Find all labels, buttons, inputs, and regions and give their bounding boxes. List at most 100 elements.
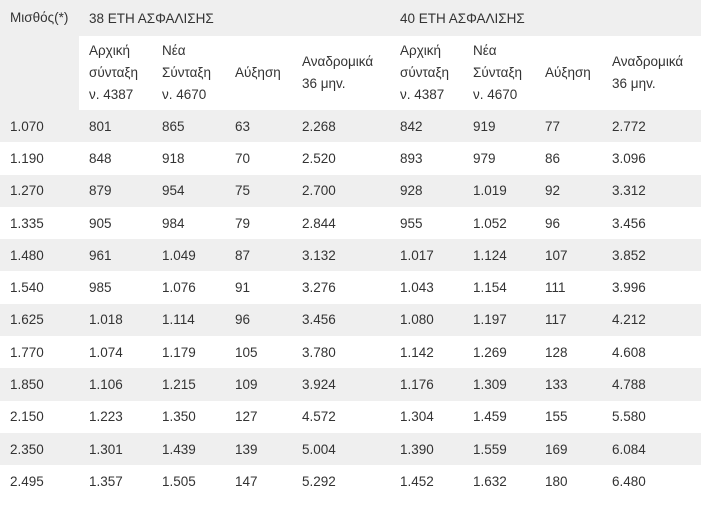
table-row: 1.270 879 954 75 2.700 928 1.019 92 3.312 (0, 174, 701, 207)
new-pension-38-cell: 1.439 (152, 432, 225, 466)
table-row: 1.625 1.018 1.114 96 3.456 1.080 1.197 117 4.212 (0, 303, 701, 337)
new-pension-40-cell: 919 (463, 110, 536, 143)
retroactive-38-cell: 2.268 (292, 110, 391, 143)
new-pension-38-cell: 1.076 (152, 271, 225, 304)
group-header-38-years: 38 ΕΤΗ ΑΣΦΑΛΙΣΗΣ (79, 0, 391, 36)
group-header-40-years: 40 ΕΤΗ ΑΣΦΑΛΙΣΗΣ (390, 0, 701, 36)
group-header-row: Μισθός(*) 38 ΕΤΗ ΑΣΦΑΛΙΣΗΣ 40 ΕΤΗ ΑΣΦΑΛΙ… (0, 0, 701, 110)
initial-pension-40-cell: 1.176 (390, 368, 464, 401)
increase-40-cell: 92 (535, 174, 603, 207)
salary-cell: 1.770 (0, 336, 79, 369)
new-pension-40-cell: 1.632 (463, 465, 536, 498)
retroactive-40-cell: 3.996 (602, 271, 701, 304)
new-pension-40-cell: 979 (463, 142, 536, 175)
retroactive-38-cell: 5.004 (292, 432, 391, 466)
salary-cell: 1.625 (0, 303, 79, 337)
increase-40-cell: 107 (535, 239, 603, 272)
initial-pension-38-cell: 879 (79, 174, 152, 207)
new-pension-40-cell: 1.154 (463, 271, 536, 304)
initial-pension-38-cell: 1.223 (79, 400, 152, 433)
subcolumn-initial-pension-38: Αρχική σύνταξη ν. 4387 (79, 36, 152, 110)
retroactive-40-cell: 3.312 (602, 174, 701, 207)
initial-pension-38-cell: 1.357 (79, 465, 152, 498)
initial-pension-38-cell: 1.301 (79, 432, 152, 466)
retroactive-40-cell: 5.580 (602, 400, 701, 433)
retroactive-40-cell: 4.788 (602, 368, 701, 401)
salary-cell: 1.850 (0, 368, 79, 401)
salary-cell: 1.335 (0, 206, 79, 240)
initial-pension-40-cell: 955 (390, 206, 464, 240)
salary-cell: 2.150 (0, 400, 79, 433)
retroactive-38-cell: 4.572 (292, 400, 391, 433)
increase-40-cell: 86 (535, 142, 603, 175)
retroactive-40-cell: 4.212 (602, 303, 701, 337)
increase-40-cell: 77 (535, 110, 603, 143)
increase-38-cell: 105 (225, 336, 292, 369)
salary-cell: 1.070 (0, 110, 79, 143)
new-pension-38-cell: 918 (152, 142, 225, 175)
increase-40-cell: 169 (535, 432, 603, 466)
increase-38-cell: 139 (225, 432, 292, 466)
initial-pension-38-cell: 1.106 (79, 368, 152, 401)
new-pension-40-cell: 1.459 (463, 400, 536, 433)
retroactive-38-cell: 2.844 (292, 206, 391, 240)
retroactive-40-cell: 4.608 (602, 336, 701, 369)
salary-cell: 2.350 (0, 432, 79, 466)
retroactive-40-cell: 6.480 (602, 465, 701, 498)
retroactive-40-cell: 3.456 (602, 206, 701, 240)
subcolumn-retroactive-40: Αναδρομικά 36 μηv. (602, 36, 701, 110)
new-pension-40-cell: 1.019 (463, 174, 536, 207)
new-pension-40-cell: 1.052 (463, 206, 536, 240)
table-row: 2.350 1.301 1.439 139 5.004 1.390 1.559 169 6.08… (0, 432, 701, 466)
initial-pension-38-cell: 1.074 (79, 336, 152, 369)
initial-pension-38-cell: 905 (79, 206, 152, 240)
table-row: 1.770 1.074 1.179 105 3.780 1.142 1.269 128 4.60… (0, 336, 701, 369)
increase-40-cell: 180 (535, 465, 603, 498)
increase-40-cell: 111 (535, 271, 603, 304)
initial-pension-40-cell: 928 (390, 174, 464, 207)
increase-40-cell: 117 (535, 303, 603, 337)
table-row: 1.335 905 984 79 2.844 955 1.052 96 3.456 (0, 206, 701, 240)
increase-38-cell: 127 (225, 400, 292, 433)
new-pension-38-cell: 1.505 (152, 465, 225, 498)
initial-pension-38-cell: 961 (79, 239, 152, 272)
subcolumn-new-pension-40: Νέα Σύνταξη ν. 4670 (463, 36, 536, 110)
retroactive-38-cell: 3.276 (292, 271, 391, 304)
salary-cell: 1.270 (0, 174, 79, 207)
initial-pension-40-cell: 1.017 (390, 239, 464, 272)
subcolumn-new-pension-38: Νέα Σύνταξη ν. 4670 (152, 36, 225, 110)
new-pension-38-cell: 1.179 (152, 336, 225, 369)
salary-cell: 2.495 (0, 465, 79, 498)
new-pension-38-cell: 1.114 (152, 303, 225, 337)
initial-pension-40-cell: 1.452 (390, 465, 464, 498)
new-pension-40-cell: 1.559 (463, 432, 536, 466)
increase-38-cell: 96 (225, 303, 292, 337)
initial-pension-40-cell: 893 (390, 142, 464, 175)
retroactive-38-cell: 3.132 (292, 239, 391, 272)
table-row: 1.540 985 1.076 91 3.276 1.043 1.154 111 3.996 (0, 271, 701, 304)
retroactive-40-cell: 3.096 (602, 142, 701, 175)
increase-40-cell: 155 (535, 400, 603, 433)
increase-38-cell: 70 (225, 142, 292, 175)
salary-header: Μισθός(*) (0, 0, 79, 110)
retroactive-38-cell: 3.456 (292, 303, 391, 337)
retroactive-38-cell: 2.520 (292, 142, 391, 175)
new-pension-40-cell: 1.124 (463, 239, 536, 272)
new-pension-38-cell: 1.049 (152, 239, 225, 272)
table-row: 1.480 961 1.049 87 3.132 1.017 1.124 107 3.852 (0, 239, 701, 272)
new-pension-38-cell: 865 (152, 110, 225, 143)
table-row: 1.190 848 918 70 2.520 893 979 86 3.096 (0, 142, 701, 175)
subcolumn-header-row: Αρχική σύνταξη ν. 4387 Νέα Σύνταξη ν. 46… (0, 36, 701, 110)
increase-40-cell: 96 (535, 206, 603, 240)
initial-pension-38-cell: 848 (79, 142, 152, 175)
new-pension-40-cell: 1.197 (463, 303, 536, 337)
new-pension-38-cell: 984 (152, 206, 225, 240)
retroactive-38-cell: 3.924 (292, 368, 391, 401)
initial-pension-38-cell: 985 (79, 271, 152, 304)
initial-pension-40-cell: 1.043 (390, 271, 464, 304)
initial-pension-40-cell: 1.142 (390, 336, 464, 369)
new-pension-40-cell: 1.269 (463, 336, 536, 369)
retroactive-40-cell: 3.852 (602, 239, 701, 272)
increase-38-cell: 109 (225, 368, 292, 401)
